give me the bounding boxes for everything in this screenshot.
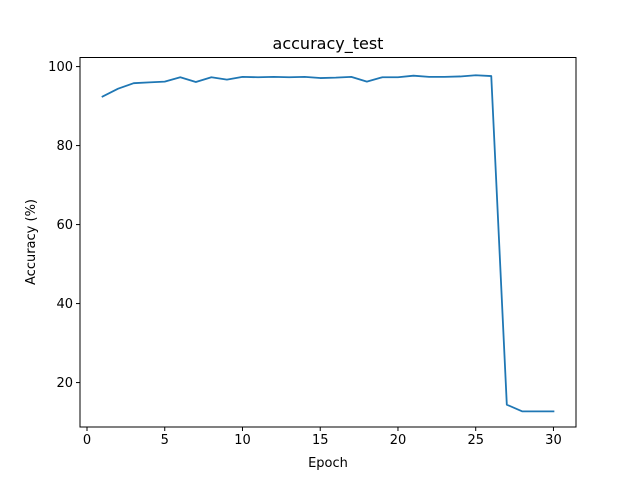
ticks: 0 5 10 15 20 25 30 20 40 60 80 100 <box>48 60 562 448</box>
series-line-accuracy <box>101 74 555 413</box>
y-tick-label: 40 <box>56 297 73 312</box>
x-tick-label: 0 <box>83 433 91 448</box>
y-tick-label: 20 <box>56 376 73 391</box>
x-tick-label: 5 <box>161 433 169 448</box>
chart-title: accuracy_test <box>273 34 384 54</box>
y-tick-label: 60 <box>56 218 73 233</box>
x-tick-label: 10 <box>234 433 251 448</box>
y-tick-label: 100 <box>48 60 73 75</box>
x-tick-label: 30 <box>545 433 562 448</box>
x-tick-label: 20 <box>390 433 407 448</box>
y-axis-label: Accuracy (%) <box>24 199 39 285</box>
y-tick-label: 80 <box>56 139 73 154</box>
x-axis-label: Epoch <box>308 456 348 471</box>
plot-frame <box>79 57 577 428</box>
x-tick-label: 15 <box>312 433 329 448</box>
x-tick-label: 25 <box>467 433 484 448</box>
